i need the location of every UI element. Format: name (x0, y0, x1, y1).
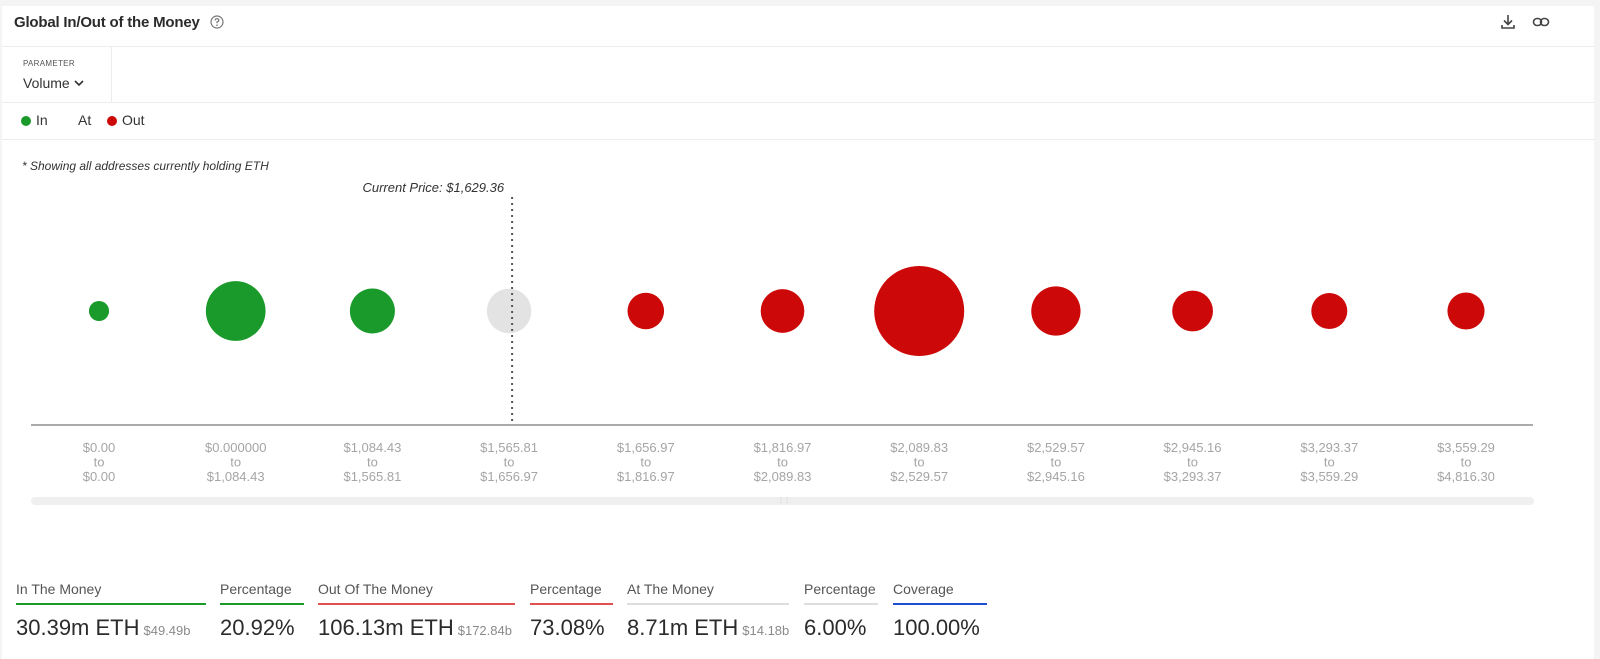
summary-stat-usd: $49.49b (143, 623, 191, 638)
summary-stat-label: Percentage (220, 581, 304, 605)
chart-title: Global In/Out of the Money (14, 14, 200, 31)
summary-stat-value: 8.71m ETH (627, 615, 739, 640)
tick-label: $1,656.97 (480, 469, 538, 484)
card-header: Global In/Out of the Money (2, 6, 1594, 47)
tick-label: $2,945.16 (1164, 440, 1222, 455)
summary-stat-label: In The Money (16, 581, 206, 605)
tick-label: $1,565.81 (480, 440, 538, 455)
summary-stat-usd: $14.18b (742, 623, 790, 638)
tick-label: $0.00 (83, 469, 116, 484)
tick-label: $0.000000 (205, 440, 266, 455)
summary-stat: At The Money 8.71m ETH $14.18b (627, 581, 789, 641)
legend-label-out: Out (122, 112, 145, 128)
bubble-out[interactable] (1172, 290, 1213, 332)
tick-label-connector: to (777, 455, 788, 470)
tick-label-connector: to (367, 455, 378, 470)
summary-stat-label: Coverage (893, 581, 987, 605)
download-icon[interactable] (1499, 13, 1517, 31)
summary-stat-value: 20.92% (220, 615, 295, 640)
summary-stat: Out Of The Money 106.13m ETH $172.84b (318, 581, 515, 641)
summary-stat-value: 30.39m ETH (16, 615, 140, 640)
legend-item-in[interactable]: In (21, 112, 48, 128)
summary-stat: Percentage 6.00% (804, 581, 878, 641)
legend-item-out[interactable]: Out (107, 112, 145, 128)
tick-label-connector: to (1187, 455, 1198, 470)
tick-label: $4,816.30 (1437, 469, 1495, 484)
tick-label-connector: to (94, 455, 105, 470)
holding-note: * Showing all addresses currently holdin… (22, 159, 269, 173)
summary-stat: Coverage 100.00% (893, 581, 987, 641)
bubble-in[interactable] (205, 281, 266, 341)
summary-stat-label: At The Money (627, 581, 789, 605)
tick-label: $2,529.57 (1027, 440, 1085, 455)
tick-label-connector: to (1050, 455, 1061, 470)
scrollbar-grip-icon: ⋮⋮ (778, 498, 790, 504)
tick-label: $1,084.43 (343, 440, 401, 455)
legend-dot-in (21, 116, 31, 126)
parameter-row: PARAMETER Volume (2, 47, 1594, 103)
summary-stat: Percentage 20.92% (220, 581, 304, 641)
parameter-dropdown[interactable]: Volume (23, 75, 84, 91)
link-icon[interactable] (1532, 13, 1550, 31)
tick-label: $1,816.97 (754, 440, 812, 455)
bubbles (88, 266, 1485, 356)
tick-label: $2,945.16 (1027, 469, 1085, 484)
legend-item-at[interactable]: At (78, 112, 91, 128)
parameter-value: Volume (23, 75, 70, 91)
tick-label: $1,656.97 (617, 440, 675, 455)
bubble-out[interactable] (1031, 286, 1081, 336)
summary-stat-value: 6.00% (804, 615, 867, 640)
tick-label-connector: to (230, 455, 241, 470)
tick-label: $3,559.29 (1300, 469, 1358, 484)
parameter-selector[interactable]: PARAMETER Volume (2, 47, 112, 102)
help-icon[interactable] (210, 15, 224, 29)
summary-stat-value: 73.08% (530, 615, 605, 640)
tick-label: $2,089.83 (890, 440, 948, 455)
bubble-out[interactable] (1447, 292, 1485, 330)
bubble-out[interactable] (1311, 293, 1348, 329)
bubble-out[interactable] (760, 289, 805, 333)
summary-stat-value: 100.00% (893, 615, 980, 640)
summary-stat-usd: $172.84b (457, 623, 512, 638)
tick-label: $3,559.29 (1437, 440, 1495, 455)
tick-label: $3,293.37 (1300, 440, 1358, 455)
summary-stat-label: Percentage (530, 581, 613, 605)
tick-label: $3,293.37 (1164, 469, 1222, 484)
tick-label: $1,565.81 (343, 469, 401, 484)
tick-label: $0.00 (83, 440, 116, 455)
legend: In At Out (2, 103, 1594, 140)
bubble-out[interactable] (627, 292, 665, 330)
summary-stat-value: 106.13m ETH (318, 615, 454, 640)
current-price-label: Current Price: $1,629.36 (362, 180, 504, 195)
tick-label-connector: to (1461, 455, 1472, 470)
legend-label-in: In (36, 112, 48, 128)
tick-label-connector: to (1324, 455, 1335, 470)
tick-label: $2,089.83 (754, 469, 812, 484)
bubble-in[interactable] (349, 288, 395, 334)
summary-stat-label: Out Of The Money (318, 581, 515, 605)
summary-stat: In The Money 30.39m ETH $49.49b (16, 581, 206, 641)
bubble-at[interactable] (486, 288, 532, 334)
chart-card: Global In/Out of the Money PARAMETER Vol… (2, 6, 1594, 659)
summary-stat-label: Percentage (804, 581, 878, 605)
tick-label-connector: to (914, 455, 925, 470)
summary-stat: Percentage 73.08% (530, 581, 613, 641)
tick-label: $1,816.97 (617, 469, 675, 484)
legend-label-at: At (78, 112, 92, 128)
bubble-in[interactable] (88, 300, 110, 322)
bubble-chart: Current Price: $1,629.36$0.00to$0.00$0.0… (31, 180, 1533, 484)
chevron-down-icon (74, 80, 84, 87)
tick-label-connector: to (504, 455, 515, 470)
tick-label: $1,084.43 (207, 469, 265, 484)
parameter-caption: PARAMETER (23, 59, 75, 68)
bubble-out[interactable] (874, 266, 965, 356)
tick-label: $2,529.57 (890, 469, 948, 484)
tick-label-connector: to (640, 455, 651, 470)
legend-dot-out (107, 116, 117, 126)
chart-scrollbar[interactable]: ⋮⋮ (31, 497, 1534, 505)
